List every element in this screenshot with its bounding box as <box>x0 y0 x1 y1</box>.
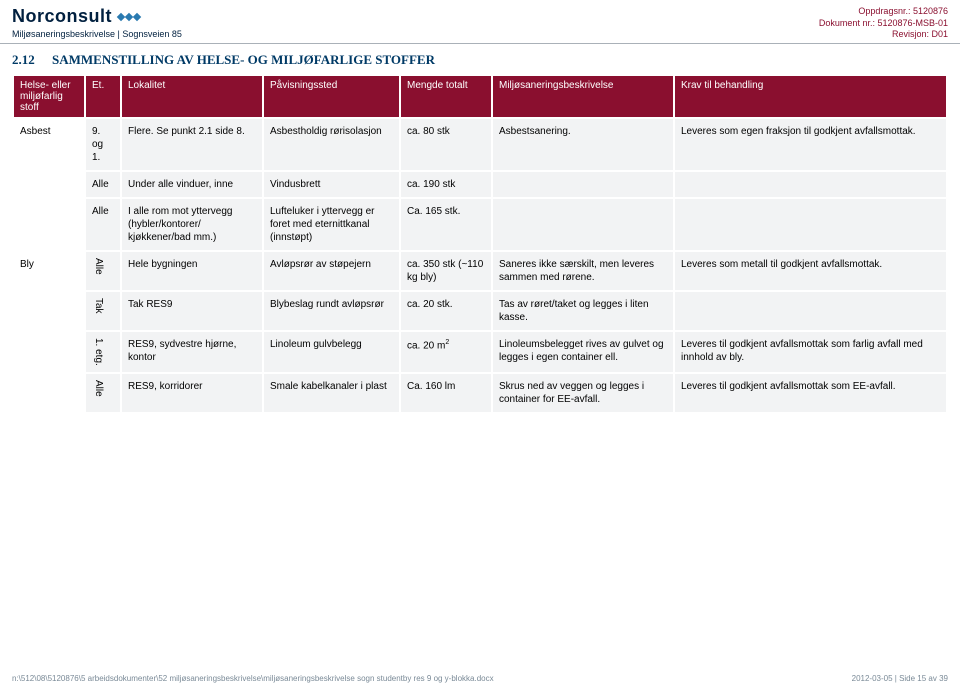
footer-date-page: 2012-03-05 | Side 15 av 39 <box>852 674 948 684</box>
section-title: 2.12 SAMMENSTILLING AV HELSE- OG MILJØFA… <box>0 44 960 74</box>
table-row: 1. etg. RES9, sydvestre hjørne, kontor L… <box>14 332 946 372</box>
cell-mengde: ca. 190 stk <box>401 172 491 197</box>
table-row: Bly Alle Hele bygningen Avløpsrør av stø… <box>14 252 946 290</box>
logo-block: Norconsult Miljøsaneringsbeskrivelse | S… <box>12 6 182 39</box>
cell-beskrivelse <box>493 172 673 197</box>
cell-krav <box>675 292 946 330</box>
cell-pavisning: Vindusbrett <box>264 172 399 197</box>
th-stoff: Helse- eller miljøfarlig stoff <box>14 76 84 117</box>
th-pavisningssted: Påvisningssted <box>264 76 399 117</box>
cell-beskrivelse: Asbestsanering. <box>493 119 673 170</box>
cell-et-vert: Tak <box>92 298 105 314</box>
cell-pavisning: Lufteluker i yttervegg er foret med eter… <box>264 199 399 250</box>
cell-et: Alle <box>86 172 120 197</box>
table-row: Alle I alle rom mot yttervegg (hybler/ko… <box>14 199 946 250</box>
brand-logo: Norconsult <box>12 6 182 27</box>
cell-stoff <box>14 374 84 412</box>
cell-lokalitet: Tak RES9 <box>122 292 262 330</box>
th-et: Et. <box>86 76 120 117</box>
cell-stoff <box>14 332 84 372</box>
cell-et: Alle <box>86 199 120 250</box>
th-krav: Krav til behandling <box>675 76 946 117</box>
cell-krav: Leveres til godkjent avfallsmottak som f… <box>675 332 946 372</box>
cell-et: 1. etg. <box>86 332 120 372</box>
table-row: Tak Tak RES9 Blybeslag rundt avløpsrør c… <box>14 292 946 330</box>
cell-et-vert: Alle <box>92 380 105 397</box>
cell-stoff <box>14 199 84 250</box>
cell-krav: Leveres som metall til godkjent avfallsm… <box>675 252 946 290</box>
cell-et: Alle <box>86 374 120 412</box>
cell-lokalitet: Under alle vinduer, inne <box>122 172 262 197</box>
cell-krav <box>675 199 946 250</box>
logo-mark-icon <box>118 14 140 20</box>
cell-mengde: ca. 80 stk <box>401 119 491 170</box>
doc-meta: Oppdragsnr.: 5120876 Dokument nr.: 51208… <box>819 6 948 41</box>
table-row: Asbest 9. og 1. Flere. Se punkt 2.1 side… <box>14 119 946 170</box>
table-header-row: Helse- eller miljøfarlig stoff Et. Lokal… <box>14 76 946 117</box>
th-beskrivelse: Miljøsaneringsbeskrivelse <box>493 76 673 117</box>
subhead: Miljøsaneringsbeskrivelse | Sognsveien 8… <box>12 29 182 39</box>
hazmat-table: Helse- eller miljøfarlig stoff Et. Lokal… <box>12 74 948 414</box>
cell-mengde: Ca. 165 stk. <box>401 199 491 250</box>
cell-et-vert: 1. etg. <box>92 338 105 366</box>
table-row: Alle Under alle vinduer, inne Vindusbret… <box>14 172 946 197</box>
cell-et: Tak <box>86 292 120 330</box>
cell-lokalitet: Hele bygningen <box>122 252 262 290</box>
cell-beskrivelse <box>493 199 673 250</box>
cell-lokalitet: RES9, sydvestre hjørne, kontor <box>122 332 262 372</box>
th-mengde: Mengde totalt <box>401 76 491 117</box>
cell-et: 9. og 1. <box>86 119 120 170</box>
table-body: Asbest 9. og 1. Flere. Se punkt 2.1 side… <box>14 119 946 412</box>
section-number: 2.12 <box>12 52 35 67</box>
meta-revisjon: Revisjon: D01 <box>819 29 948 41</box>
th-lokalitet: Lokalitet <box>122 76 262 117</box>
cell-lokalitet: I alle rom mot yttervegg (hybler/kontore… <box>122 199 262 250</box>
cell-lokalitet: Flere. Se punkt 2.1 side 8. <box>122 119 262 170</box>
cell-mengde: Ca. 160 lm <box>401 374 491 412</box>
cell-stoff: Bly <box>14 252 84 290</box>
cell-pavisning: Blybeslag rundt avløpsrør <box>264 292 399 330</box>
cell-stoff <box>14 292 84 330</box>
cell-krav: Leveres til godkjent avfallsmottak som E… <box>675 374 946 412</box>
cell-pavisning: Asbestholdig rørisolasjon <box>264 119 399 170</box>
cell-mengde: ca. 350 stk (~110 kg bly) <box>401 252 491 290</box>
section-heading: SAMMENSTILLING AV HELSE- OG MILJØFARLIGE… <box>52 52 435 67</box>
cell-et: Alle <box>86 252 120 290</box>
cell-mengde: ca. 20 m2 <box>401 332 491 372</box>
cell-pavisning: Smale kabelkanaler i plast <box>264 374 399 412</box>
table-row: Alle RES9, korridorer Smale kabelkanaler… <box>14 374 946 412</box>
meta-dokument: Dokument nr.: 5120876-MSB-01 <box>819 18 948 30</box>
page-footer: n:\512\08\5120876\5 arbeidsdokumenter\52… <box>12 674 948 684</box>
cell-krav: Leveres som egen fraksjon til godkjent a… <box>675 119 946 170</box>
cell-beskrivelse: Linoleumsbelegget rives av gulvet og leg… <box>493 332 673 372</box>
cell-beskrivelse: Skrus ned av veggen og legges i containe… <box>493 374 673 412</box>
page-header: Norconsult Miljøsaneringsbeskrivelse | S… <box>0 0 960 44</box>
subhead-right: Sognsveien 85 <box>122 29 182 39</box>
footer-path: n:\512\08\5120876\5 arbeidsdokumenter\52… <box>12 674 494 684</box>
cell-stoff <box>14 172 84 197</box>
cell-lokalitet: RES9, korridorer <box>122 374 262 412</box>
cell-pavisning: Linoleum gulvbelegg <box>264 332 399 372</box>
cell-krav <box>675 172 946 197</box>
subhead-left: Miljøsaneringsbeskrivelse <box>12 29 115 39</box>
meta-oppdrag: Oppdragsnr.: 5120876 <box>819 6 948 18</box>
cell-et-vert: Alle <box>92 258 105 275</box>
brand-name: Norconsult <box>12 6 112 27</box>
cell-stoff: Asbest <box>14 119 84 170</box>
cell-mengde: ca. 20 stk. <box>401 292 491 330</box>
cell-beskrivelse: Saneres ikke særskilt, men leveres samme… <box>493 252 673 290</box>
cell-beskrivelse: Tas av røret/taket og legges i liten kas… <box>493 292 673 330</box>
cell-pavisning: Avløpsrør av støpejern <box>264 252 399 290</box>
